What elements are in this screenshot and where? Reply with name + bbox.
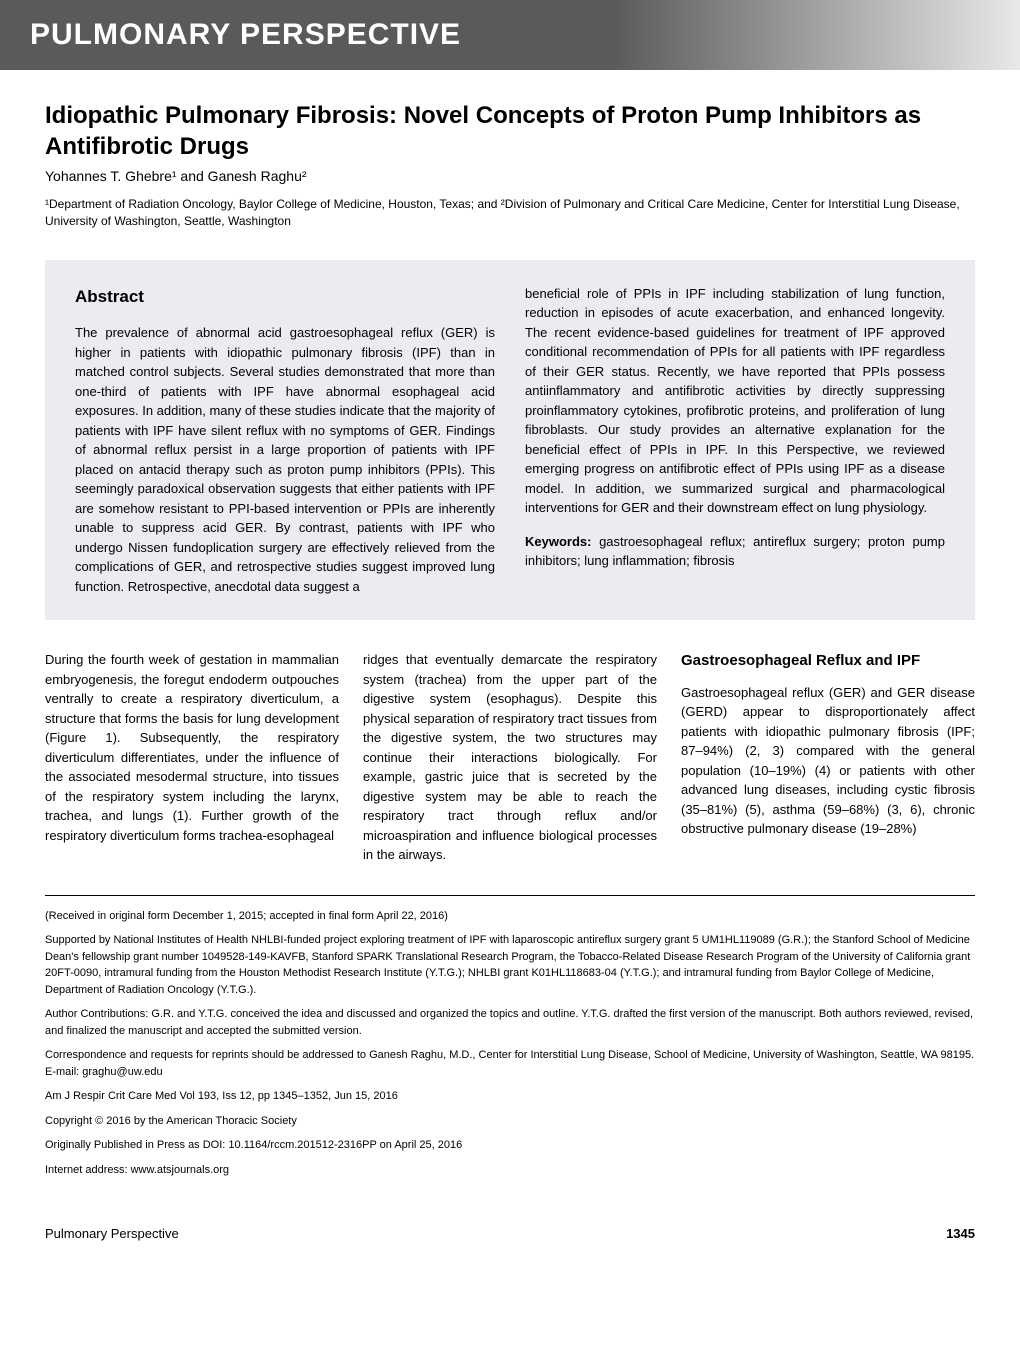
abstract-text-right: beneficial role of PPIs in IPF including… <box>525 284 945 518</box>
page-footer: Pulmonary Perspective 1345 <box>0 1216 1020 1271</box>
footer-support: Supported by National Institutes of Heal… <box>45 932 975 998</box>
footer-doi: Originally Published in Press as DOI: 10… <box>45 1137 975 1154</box>
footer-correspondence: Correspondence and requests for reprints… <box>45 1047 975 1080</box>
body-column-3: Gastroesophageal Reflux and IPF Gastroes… <box>681 650 975 865</box>
section-heading-ger: Gastroesophageal Reflux and IPF <box>681 650 975 673</box>
page-number: 1345 <box>946 1226 975 1241</box>
abstract-text-left: The prevalence of abnormal acid gastroes… <box>75 323 495 596</box>
footer-received: (Received in original form December 1, 2… <box>45 908 975 925</box>
body-column-1: During the fourth week of gestation in m… <box>45 650 339 865</box>
affiliations: ¹Department of Radiation Oncology, Baylo… <box>45 196 975 230</box>
body-columns: During the fourth week of gestation in m… <box>45 650 975 865</box>
footer-contributions: Author Contributions: G.R. and Y.T.G. co… <box>45 1006 975 1039</box>
abstract-box: Abstract The prevalence of abnormal acid… <box>45 260 975 621</box>
main-content: Idiopathic Pulmonary Fibrosis: Novel Con… <box>0 70 1020 1216</box>
body-text-col3: Gastroesophageal reflux (GER) and GER di… <box>681 683 975 839</box>
body-column-2: ridges that eventually demarcate the res… <box>363 650 657 865</box>
abstract-left-column: Abstract The prevalence of abnormal acid… <box>75 284 495 597</box>
abstract-right-column: beneficial role of PPIs in IPF including… <box>525 284 945 597</box>
authors-line: Yohannes T. Ghebre¹ and Ganesh Raghu² <box>45 168 975 184</box>
footer-copyright: Copyright © 2016 by the American Thoraci… <box>45 1113 975 1130</box>
page-footer-left: Pulmonary Perspective <box>45 1226 179 1241</box>
footer-divider <box>45 895 975 896</box>
footer-internet: Internet address: www.atsjournals.org <box>45 1162 975 1179</box>
keywords-label: Keywords: <box>525 534 591 549</box>
footer-journal: Am J Respir Crit Care Med Vol 193, Iss 1… <box>45 1088 975 1105</box>
section-banner: PULMONARY PERSPECTIVE <box>0 0 1020 70</box>
keywords-block: Keywords: gastroesophageal reflux; antir… <box>525 532 945 571</box>
abstract-heading: Abstract <box>75 284 495 310</box>
article-title: Idiopathic Pulmonary Fibrosis: Novel Con… <box>45 100 975 162</box>
